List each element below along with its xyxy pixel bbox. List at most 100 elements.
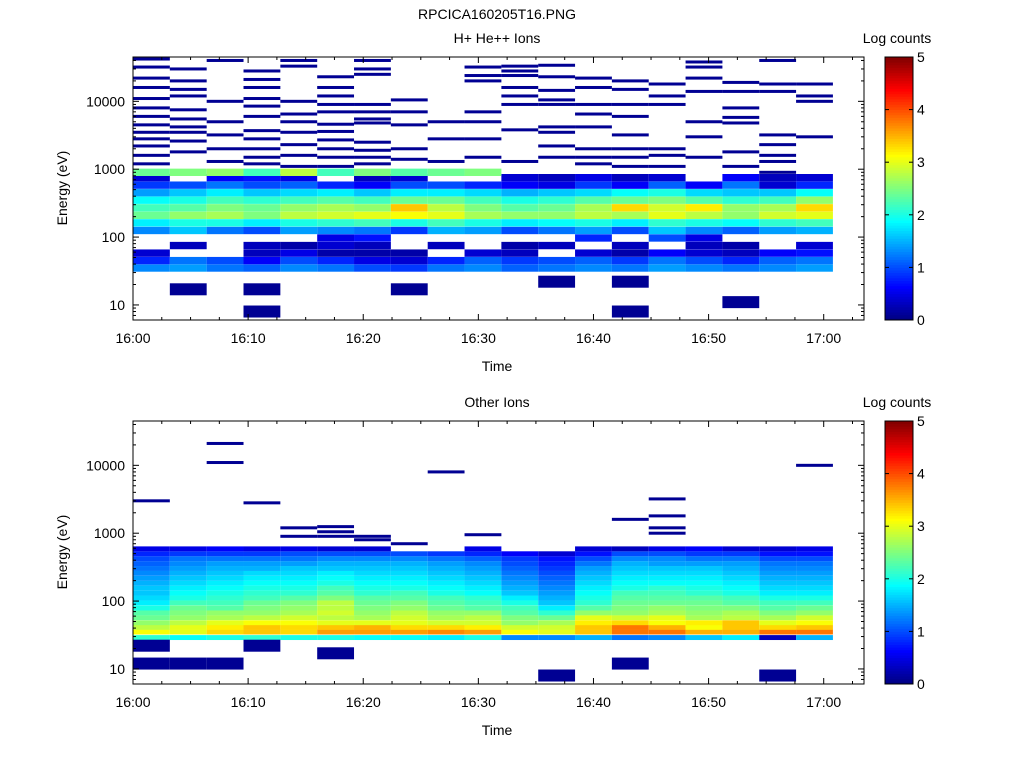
colorbar-segment	[885, 568, 913, 572]
colorbar-segment	[885, 172, 913, 176]
figure-title: RPCICA160205T16.PNG	[418, 6, 576, 22]
heatmap-cell	[427, 615, 465, 621]
colorbar-segment	[885, 180, 913, 184]
colorbar-segment	[885, 275, 913, 279]
heatmap-cell	[538, 556, 576, 562]
colorbar-segment	[885, 634, 913, 638]
heatmap-cell	[501, 556, 539, 562]
heatmap-cell	[722, 570, 760, 576]
heatmap-cell	[722, 106, 760, 110]
heatmap-cell	[685, 249, 723, 257]
heatmap-cell	[133, 561, 170, 567]
heatmap-cell	[317, 181, 355, 189]
heatmap-cell	[759, 595, 797, 601]
heatmap-cell	[575, 85, 612, 89]
heatmap-cell	[464, 249, 502, 257]
colorbar-segment	[885, 428, 913, 432]
heatmap-cell	[317, 620, 355, 626]
colorbar-segment	[885, 544, 913, 548]
heatmap-cell	[243, 77, 281, 81]
heatmap-cell	[243, 585, 281, 591]
colorbar-segment	[885, 563, 913, 567]
heatmap-cell	[206, 566, 244, 571]
heatmap-cell	[317, 211, 355, 220]
heatmap-cell	[243, 256, 281, 265]
heatmap-cell	[538, 275, 576, 288]
heatmap-cell	[280, 629, 318, 635]
colorbar-segment	[885, 644, 913, 648]
heatmap-cell	[759, 58, 797, 62]
heatmap-cell	[538, 590, 576, 596]
heatmap-cell	[317, 147, 355, 151]
heatmap-cell	[243, 129, 281, 133]
colorbar-segment	[885, 565, 913, 569]
heatmap-cell	[206, 629, 244, 635]
heatmap-cell	[133, 600, 170, 606]
heatmap-cell	[354, 155, 391, 159]
colorbar-segment	[885, 473, 913, 477]
heatmap-cell	[722, 219, 760, 227]
heatmap-cell	[648, 234, 686, 242]
heatmap-cell	[722, 296, 760, 309]
heatmap-cell	[280, 181, 318, 189]
heatmap-cell	[206, 585, 244, 591]
heatmap-cell	[280, 164, 318, 168]
heatmap-cell	[354, 595, 391, 601]
heatmap-cell	[611, 102, 649, 106]
heatmap-cell	[427, 137, 465, 141]
heatmap-cell	[575, 585, 612, 591]
colorbar-segment	[885, 505, 913, 509]
heatmap-cell	[206, 575, 244, 581]
colorbar-segment	[885, 518, 913, 522]
heatmap-cell	[538, 629, 576, 635]
heatmap-cell	[169, 181, 207, 189]
colorbar-segment	[885, 489, 913, 493]
heatmap-cell	[317, 110, 355, 114]
colorbar-segment	[885, 296, 913, 300]
x-tick-label: 16:00	[115, 330, 150, 346]
heatmap-cell	[206, 610, 244, 616]
colorbar-segment	[885, 212, 913, 216]
heatmap-cell	[317, 75, 355, 79]
heatmap-cell	[464, 137, 502, 141]
colorbar-segment	[885, 162, 913, 166]
heatmap-cell	[464, 610, 502, 616]
heatmap-cell	[464, 570, 502, 576]
heatmap-cell	[206, 595, 244, 601]
heatmap-cell	[206, 204, 244, 212]
heatmap-cell	[206, 58, 244, 62]
heatmap-cell	[243, 114, 281, 118]
heatmap-cell	[317, 138, 355, 142]
heatmap-cell	[390, 605, 428, 611]
heatmap-cell	[427, 635, 465, 641]
heatmap-cell	[685, 60, 723, 64]
heatmap-cell	[169, 629, 207, 635]
panel-title: Other Ions	[464, 394, 529, 410]
heatmap-cell	[611, 196, 649, 204]
heatmap-cell	[243, 196, 281, 204]
heatmap-cell	[354, 546, 391, 552]
heatmap-cell	[648, 153, 686, 157]
heatmap-cell	[169, 150, 207, 154]
heatmap-cell	[243, 69, 281, 73]
heatmap-cell	[354, 140, 391, 144]
heatmap-cell	[354, 538, 391, 542]
heatmap-cell	[390, 123, 428, 127]
heatmap-cell	[575, 570, 612, 576]
heatmap-cell	[169, 211, 207, 220]
colorbar-segment	[885, 143, 913, 147]
heatmap-cell	[317, 534, 355, 538]
heatmap-cell	[206, 168, 244, 176]
heatmap-cell	[133, 566, 170, 571]
heatmap-cell	[538, 75, 576, 79]
x-tick-label: 16:10	[231, 694, 266, 710]
colorbar-segment	[885, 88, 913, 92]
heatmap-cell	[427, 551, 465, 557]
colorbar-segment	[885, 597, 913, 601]
heatmap-cell	[243, 620, 281, 626]
heatmap-cell	[464, 533, 502, 537]
heatmap-cell	[243, 155, 281, 159]
heatmap-cell	[648, 600, 686, 606]
heatmap-cell	[722, 605, 760, 611]
heatmap-cell	[243, 546, 281, 552]
